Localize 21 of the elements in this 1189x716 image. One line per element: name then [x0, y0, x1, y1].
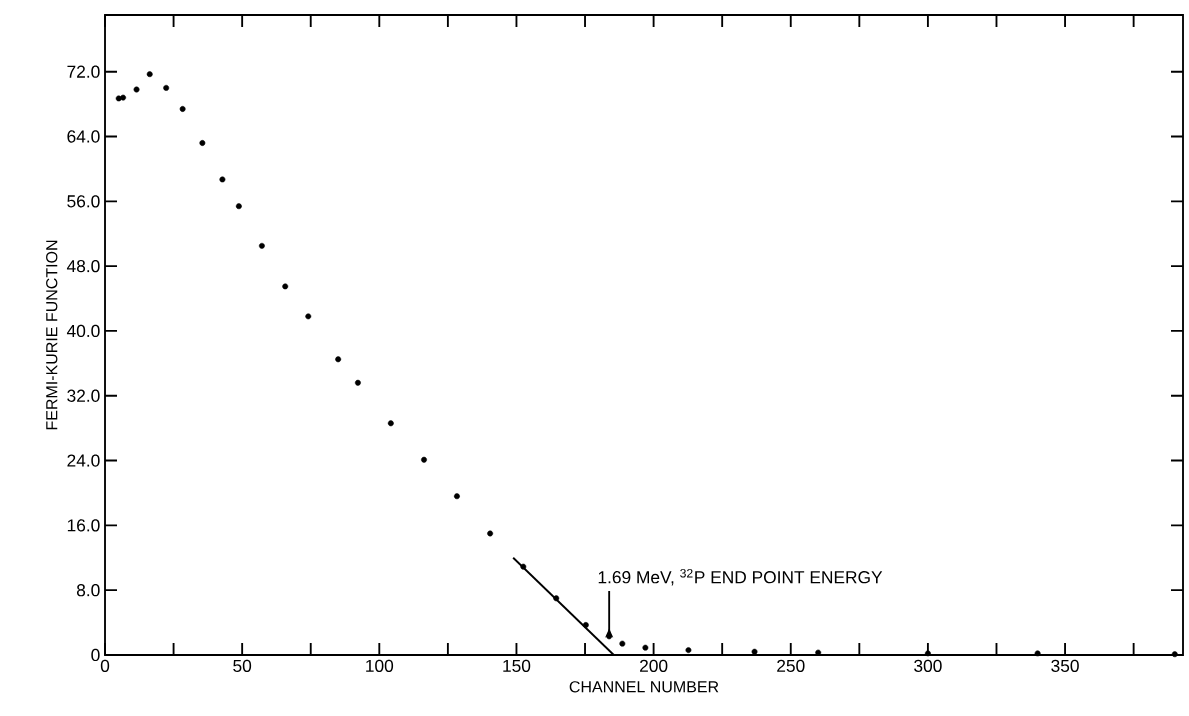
annotation: 1.69 MeV, $^{32}$P END POINT ENERGY	[598, 568, 883, 586]
x-tick-label: 250	[777, 659, 805, 672]
y-tick-label: 8.0	[76, 584, 100, 597]
x-tick-label: 350	[1051, 659, 1079, 672]
x-tick-label: 300	[914, 659, 942, 672]
y-tick-label: 24.0	[67, 454, 100, 467]
y-tick-label: 56.0	[67, 195, 100, 208]
y-tick-label: 40.0	[66, 324, 100, 338]
y-axis-title: FERMI-KURIE FUNCTION	[46, 240, 58, 430]
x-tick-label: 150	[503, 659, 531, 672]
y-tick-label: 16.0	[67, 519, 100, 532]
y-tick-label: 72.0	[67, 65, 100, 78]
y-tick-label: 48.0	[66, 259, 100, 273]
x-axis-title: CHANNEL NUMBER	[569, 681, 719, 693]
y-tick-label: 0	[91, 648, 100, 662]
y-tick-label: 32.0	[67, 389, 100, 402]
x-tick-label: 50	[233, 659, 252, 672]
y-tick-label: 64.0	[67, 130, 100, 143]
x-tick-label: 0	[100, 659, 110, 672]
x-tick-label: 100	[366, 659, 394, 672]
x-tick-label: 200	[640, 659, 668, 672]
